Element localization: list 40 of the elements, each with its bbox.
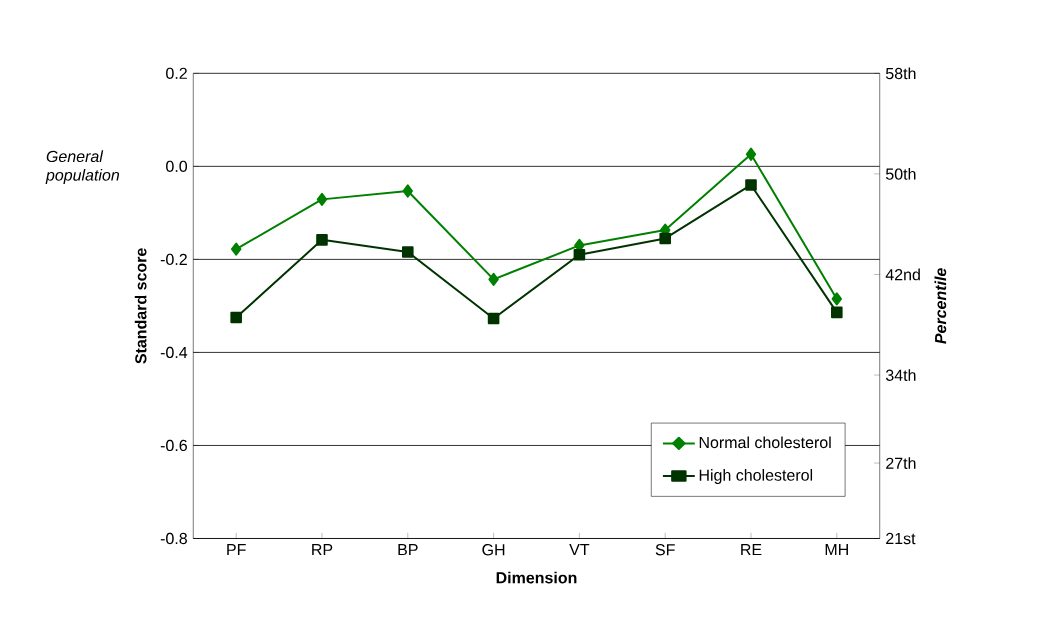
x-tick-label: RE xyxy=(741,544,762,556)
y2-axis-title: Percentile xyxy=(934,268,947,344)
text: General population xyxy=(45,150,120,184)
legend-label: Normal cholesterol xyxy=(699,436,831,449)
y-tick-label: -0.4 xyxy=(160,346,188,359)
point xyxy=(316,192,328,207)
y2-tick-label: 21st xyxy=(886,532,916,545)
y-tick-label: 0.0 xyxy=(166,160,188,173)
point xyxy=(316,234,328,246)
point xyxy=(831,306,843,319)
y2-tick-label: 34th xyxy=(885,369,916,382)
x-tick-label: RP xyxy=(312,544,333,556)
point xyxy=(573,249,586,261)
y-tick-label: 0.2 xyxy=(166,67,187,80)
legend-label: High cholesterol xyxy=(699,469,813,485)
point xyxy=(230,242,242,256)
x-tick-label: GH xyxy=(482,544,505,556)
point xyxy=(659,232,671,245)
point xyxy=(831,292,843,306)
y-tick-label: -0.8 xyxy=(160,532,187,545)
x-tick-label: SF xyxy=(655,544,675,556)
x-tick-label: VT xyxy=(569,544,590,556)
point xyxy=(401,246,414,258)
point xyxy=(402,184,413,198)
x-axis-title: Dimension xyxy=(496,571,577,584)
y-tick-label: -0.2 xyxy=(160,253,187,266)
y2-tick-label: 50th xyxy=(885,168,916,180)
point xyxy=(230,311,242,324)
point xyxy=(488,272,499,287)
point xyxy=(487,312,500,325)
y2-tick-label: 27th xyxy=(886,457,916,470)
x-tick-label: MH xyxy=(825,544,848,556)
y-axis-title: Standard score xyxy=(134,248,147,364)
y2-tick-label: 42nd xyxy=(885,268,920,281)
x-tick-label: BP xyxy=(398,544,418,556)
y2-tick-label: 58th xyxy=(885,67,916,80)
point xyxy=(745,147,757,161)
point xyxy=(745,179,757,191)
x-tick-label: PF xyxy=(227,544,246,556)
y-tick-label: -0.6 xyxy=(160,439,187,452)
